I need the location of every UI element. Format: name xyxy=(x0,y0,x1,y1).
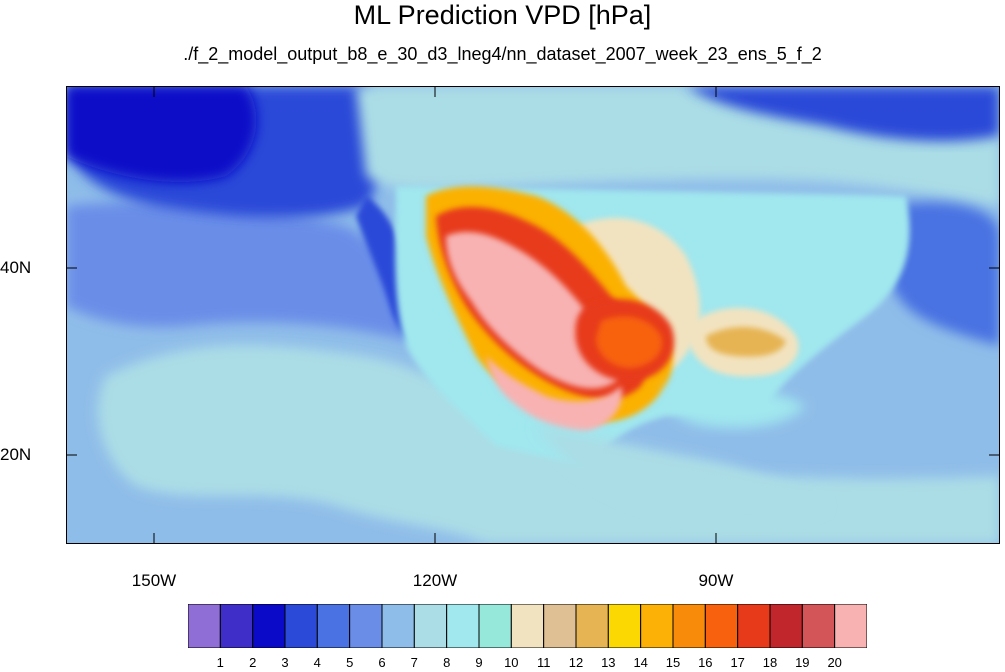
gulf-light xyxy=(665,382,806,428)
colorbar-tick-label: 2 xyxy=(249,655,257,670)
colorbar-swatch xyxy=(737,604,771,648)
colorbar-swatch xyxy=(704,604,739,648)
colorbar-tick-label: 7 xyxy=(410,655,418,670)
lon-label-150w: 150W xyxy=(131,571,177,590)
vpd-map xyxy=(66,86,1000,544)
colorbar-swatch xyxy=(284,604,318,648)
colorbar-swatch xyxy=(672,604,706,648)
pacific-mid-band xyxy=(66,202,426,346)
colorbar-swatch xyxy=(446,604,480,648)
colorbar-swatch xyxy=(801,604,836,648)
pacific-core xyxy=(66,86,257,183)
colorbar-tick-label: 19 xyxy=(795,655,810,670)
arctic-low xyxy=(686,86,1000,142)
colorbar-tick-label: 12 xyxy=(568,655,584,670)
colorbar-swatch xyxy=(349,604,383,648)
colorbar-tick-label: 5 xyxy=(346,655,354,670)
colorbar-tick-label: 6 xyxy=(378,655,386,670)
colorbar-tick-label: 20 xyxy=(827,655,842,670)
lat-label-20n: 20N xyxy=(0,445,32,464)
colorbar-swatch xyxy=(252,604,286,648)
texas-dark xyxy=(596,316,662,368)
colorbar-swatch xyxy=(543,604,577,648)
colorbar-tick-label: 3 xyxy=(281,655,289,670)
colorbar-swatch xyxy=(188,604,221,648)
colorbar-tick-label: 4 xyxy=(313,655,321,670)
colorbar-tick-label: 13 xyxy=(601,655,616,670)
lat-label-40n: 40N xyxy=(0,258,32,277)
lon-label-120w: 120W xyxy=(412,571,458,590)
colorbar-tick-label: 18 xyxy=(762,655,778,670)
colorbar-tick-label: 10 xyxy=(504,655,519,670)
colorbar-tick-label: 8 xyxy=(443,655,451,670)
central-america-cyan xyxy=(536,426,826,522)
colorbar-swatch xyxy=(510,604,545,648)
colorbar-swatch xyxy=(478,604,512,648)
colorbar-swatch xyxy=(834,604,867,648)
southeast-yellow xyxy=(706,326,786,357)
plot-title: ML Prediction VPD [hPa] xyxy=(353,0,652,30)
colorbar-swatch xyxy=(640,604,674,648)
colorbar-tick-label: 11 xyxy=(536,655,551,670)
colorbar-swatch xyxy=(575,604,609,648)
colorbar-tick-label: 16 xyxy=(698,655,713,670)
colorbar-swatch xyxy=(316,604,351,648)
atlantic-low xyxy=(882,202,1000,346)
colorbar-tick-label: 1 xyxy=(216,655,224,670)
colorbar-tick-label: 9 xyxy=(475,655,483,670)
map-frame xyxy=(66,86,1000,544)
plot-subtitle: ./f_2_model_output_b8_e_30_d3_lneg4/nn_d… xyxy=(183,44,822,64)
west-core-pink xyxy=(446,231,620,389)
colorbar-swatch xyxy=(219,604,254,648)
colorbar-tick-label: 17 xyxy=(730,655,745,670)
colorbar-tick-label: 15 xyxy=(665,655,681,670)
colorbar-swatch xyxy=(413,604,448,648)
colorbar-swatch xyxy=(607,604,642,648)
colorbar xyxy=(188,604,867,648)
lon-label-90w: 90W xyxy=(698,571,734,590)
colorbar-swatch xyxy=(381,604,415,648)
colorbar-tick-label: 14 xyxy=(633,655,648,670)
colorbar-swatch xyxy=(769,604,803,648)
mexico-dry xyxy=(486,356,622,431)
